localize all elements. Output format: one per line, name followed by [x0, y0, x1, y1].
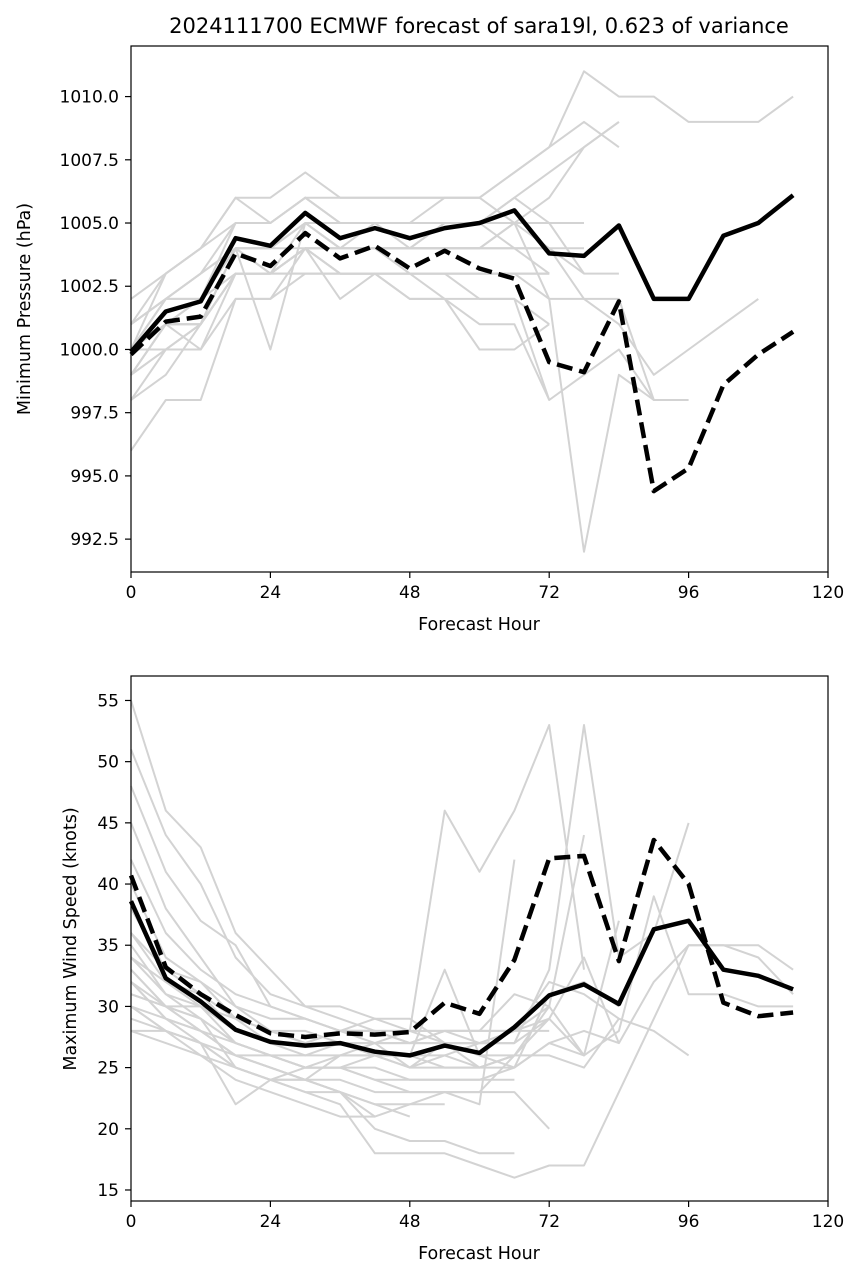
wind-x-tick-label: 72: [538, 1212, 560, 1232]
wind-member-line: [130, 1005, 411, 1118]
wind-x-tick-label: 24: [260, 1212, 282, 1232]
pressure-ensemble-members: [130, 70, 794, 553]
wind-member-line: [130, 1029, 375, 1118]
wind-member-line: [130, 724, 585, 1032]
pressure-member-line: [130, 196, 584, 350]
wind-y-tick-label: 30: [97, 997, 119, 1017]
pressure-plot-frame: [130, 45, 829, 573]
wind-y-tick-label: 15: [97, 1181, 119, 1201]
wind-plot-frame: [130, 675, 829, 1202]
wind-x-axis-label: Forecast Hour: [418, 1244, 541, 1264]
pressure-x-ticks: 0 24 48 72 96 120: [126, 572, 844, 603]
pressure-y-tick-label: 1005.0: [60, 214, 119, 234]
wind-series: [128, 837, 794, 1058]
pressure-x-tick-label: 0: [126, 583, 137, 603]
wind-panel: 0 24 48 72 96 120 15 20 25 30 35 40 45 50 55 Forecast…: [61, 675, 844, 1264]
wind-y-tick-label: 50: [97, 753, 119, 773]
pressure-panel: 0 24 48 72 96 120 992.5 995.0 997.5 1000.0 1002.5…: [15, 45, 844, 635]
wind-y-tick-label: 55: [97, 691, 119, 711]
pressure-x-tick-label: 96: [678, 583, 700, 603]
pressure-y-axis-label: Minimum Pressure (hPa): [15, 203, 35, 415]
wind-y-axis-label: Maximum Wind Speed (knots): [61, 807, 81, 1070]
pressure-member-line: [130, 272, 550, 376]
pressure-x-tick-label: 24: [260, 583, 282, 603]
pressure-x-tick-label: 72: [538, 583, 560, 603]
wind-member-line: [130, 993, 585, 1057]
wind-x-tick-label: 0: [126, 1212, 137, 1232]
pressure-y-tick-label: 1002.5: [60, 277, 119, 297]
pressure-y-tick-label: 995.0: [70, 467, 119, 487]
chart-title: 2024111700 ECMWF forecast of sara19l, 0.…: [169, 14, 789, 38]
pressure-y-tick-label: 1010.0: [60, 88, 119, 108]
pressure-x-tick-label: 120: [812, 583, 844, 603]
wind-member-line: [130, 932, 515, 1045]
wind-x-ticks: 0 24 48 72 96 120: [126, 1201, 844, 1232]
wind-y-tick-label: 40: [97, 875, 119, 895]
wind-y-tick-label: 35: [97, 936, 119, 956]
pressure-x-tick-label: 48: [399, 583, 421, 603]
wind-y-tick-label: 20: [97, 1120, 119, 1140]
pressure-y-tick-label: 1000.0: [60, 340, 119, 360]
pressure-y-tick-label: 1007.5: [60, 151, 119, 171]
wind-ensemble-mean-line: [128, 900, 794, 1058]
pressure-deterministic-line: [129, 230, 795, 494]
pressure-y-tick-label: 997.5: [70, 404, 119, 424]
pressure-ensemble-mean-line: [129, 193, 795, 354]
pressure-series: [129, 193, 795, 494]
wind-x-tick-label: 96: [678, 1212, 700, 1232]
wind-ensemble-members: [130, 700, 794, 1179]
pressure-x-axis-label: Forecast Hour: [418, 615, 541, 635]
pressure-y-ticks: 992.5 995.0 997.5 1000.0 1002.5 1005.0 1007.5 1…: [60, 88, 131, 550]
pressure-y-tick-label: 992.5: [70, 530, 119, 550]
wind-x-tick-label: 120: [812, 1212, 844, 1232]
wind-x-tick-label: 48: [399, 1212, 421, 1232]
wind-y-ticks: 15 20 25 30 35 40 45 50 55: [97, 691, 131, 1201]
wind-deterministic-line: [128, 837, 794, 1040]
wind-y-tick-label: 25: [97, 1059, 119, 1079]
wind-y-tick-label: 45: [97, 814, 119, 834]
